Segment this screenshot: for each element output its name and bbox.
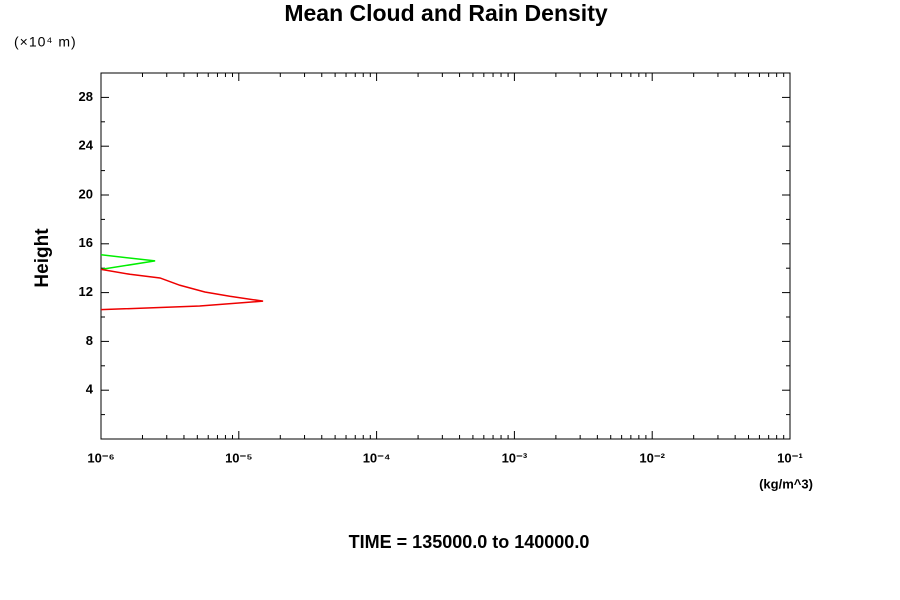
y-tick-label: 20 — [79, 186, 93, 201]
series-line — [101, 268, 264, 311]
y-tick-label: 4 — [86, 382, 94, 397]
chart-title: Mean Cloud and Rain Density — [284, 0, 608, 26]
y-unit: (×10⁴ m) — [14, 34, 77, 50]
x-tick-label: 10⁻⁴ — [363, 450, 391, 465]
footer: TIME = 135000.0 to 140000.0 — [349, 532, 590, 552]
x-tick-label: 10⁻² — [639, 450, 665, 465]
x-unit: (kg/m^3) — [759, 476, 813, 491]
x-tick-label: 10⁻⁶ — [87, 450, 114, 465]
y-tick-label: 8 — [86, 333, 93, 348]
plot-frame — [100, 72, 791, 440]
y-tick-label: 12 — [79, 284, 93, 299]
series-line — [101, 254, 156, 271]
x-tick-label: 10⁻⁵ — [225, 450, 252, 465]
y-tick-label: 24 — [79, 138, 94, 153]
x-tick-label: 10⁻³ — [502, 450, 528, 465]
x-tick-label: 10⁻¹ — [777, 450, 803, 465]
y-tick-label: 28 — [79, 89, 93, 104]
y-tick-label: 16 — [79, 235, 93, 250]
y-axis-label: Height — [32, 228, 53, 288]
